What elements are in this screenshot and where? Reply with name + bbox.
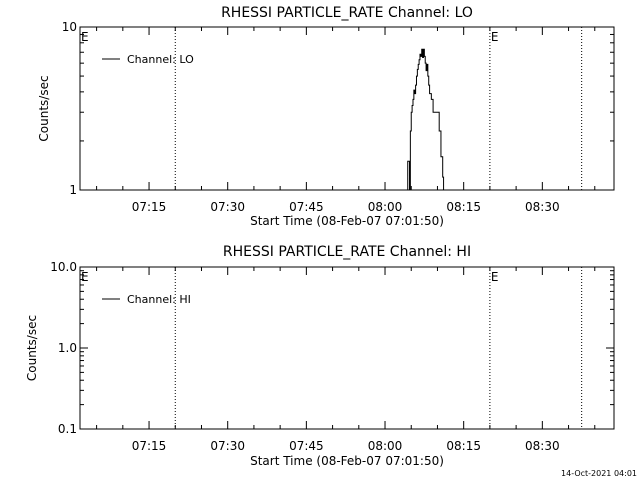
- event-marker-label: E: [81, 30, 89, 44]
- x-tick-label: 08:00: [368, 200, 403, 214]
- y-tick-label: 10: [62, 20, 77, 34]
- series-line-channel-lo: [407, 48, 445, 191]
- x-tick-label: 08:15: [446, 439, 481, 453]
- x-axis-label: Start Time (08-Feb-07 07:01:50): [250, 214, 444, 228]
- lo-channel-panel: RHESSI PARTICLE_RATE Channel: LO Start Ti…: [37, 5, 615, 228]
- x-axis-label: Start Time (08-Feb-07 07:01:50): [250, 454, 444, 468]
- event-marker-label: E: [491, 270, 499, 284]
- x-tick-label: 07:15: [132, 439, 167, 453]
- chart-title: RHESSI PARTICLE_RATE Channel: HI: [223, 244, 471, 260]
- x-tick-label: 07:30: [210, 439, 245, 453]
- plot-frame: [79, 266, 615, 430]
- legend-label: Channel: HI: [127, 293, 191, 306]
- x-tick-label: 07:15: [132, 200, 167, 214]
- event-marker-label: E: [491, 30, 499, 44]
- x-tick-label: 07:45: [289, 200, 324, 214]
- event-marker-label: E: [81, 270, 89, 284]
- y-axis-label: Counts/sec: [37, 75, 51, 141]
- plot-frame: [79, 26, 615, 191]
- x-tick-label: 08:00: [368, 439, 403, 453]
- x-tick-label: 08:30: [525, 439, 560, 453]
- chart-title: RHESSI PARTICLE_RATE Channel: LO: [221, 5, 473, 21]
- y-tick-label: 10.0: [50, 260, 77, 274]
- y-tick-label: 1.0: [58, 341, 77, 355]
- y-tick-label: 0.1: [58, 422, 77, 436]
- generation-timestamp: 14-Oct-2021 04:01: [561, 469, 637, 478]
- hi-channel-panel: RHESSI PARTICLE_RATE Channel: HI Start Ti…: [25, 244, 615, 468]
- y-tick-label: 1: [69, 183, 77, 197]
- x-tick-label: 07:30: [210, 200, 245, 214]
- x-tick-label: 07:45: [289, 439, 324, 453]
- legend-label: Channel: LO: [127, 53, 194, 66]
- x-tick-label: 08:30: [525, 200, 560, 214]
- x-tick-label: 08:15: [446, 200, 481, 214]
- y-axis-label: Counts/sec: [25, 315, 39, 381]
